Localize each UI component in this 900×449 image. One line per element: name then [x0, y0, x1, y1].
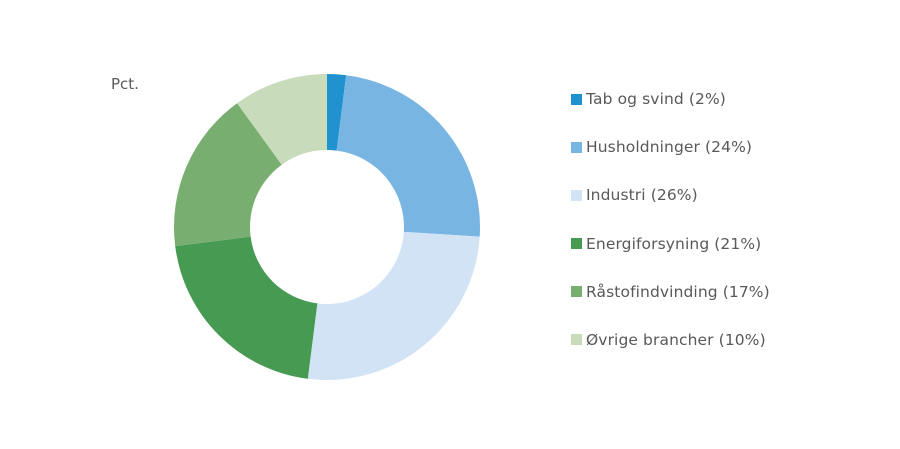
legend-label: Øvrige brancher (10%): [586, 330, 766, 349]
legend-item-0: Tab og svind (2%): [571, 87, 770, 111]
unit-label: Pct.: [111, 75, 139, 93]
legend-label: Råstofindvinding (17%): [586, 282, 770, 301]
donut-slice-4: [174, 103, 282, 247]
legend-swatch: [571, 286, 582, 298]
legend-swatch: [571, 141, 582, 153]
legend-swatch: [571, 334, 582, 346]
donut-slice-0: [327, 74, 347, 151]
donut-slices: [174, 74, 480, 380]
donut-slice-5: [237, 74, 327, 165]
legend-swatch: [571, 189, 582, 201]
legend: Tab og svind (2%) Husholdninger (24%) Indu…: [571, 87, 770, 376]
legend-item-3: Energiforsyning (21%): [571, 232, 770, 256]
donut-slice-2: [307, 231, 480, 380]
legend-item-1: Husholdninger (24%): [571, 135, 770, 159]
legend-swatch: [571, 238, 582, 250]
donut-slice-1: [336, 75, 480, 237]
legend-item-2: Industri (26%): [571, 183, 770, 207]
donut-slice-3: [175, 236, 318, 379]
legend-label: Energiforsyning (21%): [586, 234, 762, 253]
legend-label: Husholdninger (24%): [586, 138, 753, 157]
legend-label: Tab og svind (2%): [586, 90, 726, 108]
legend-item-5: Øvrige brancher (10%): [571, 328, 770, 352]
legend-label: Industri (26%): [586, 186, 698, 205]
legend-item-4: Råstofindvinding (17%): [571, 280, 770, 304]
legend-swatch: [571, 93, 582, 105]
